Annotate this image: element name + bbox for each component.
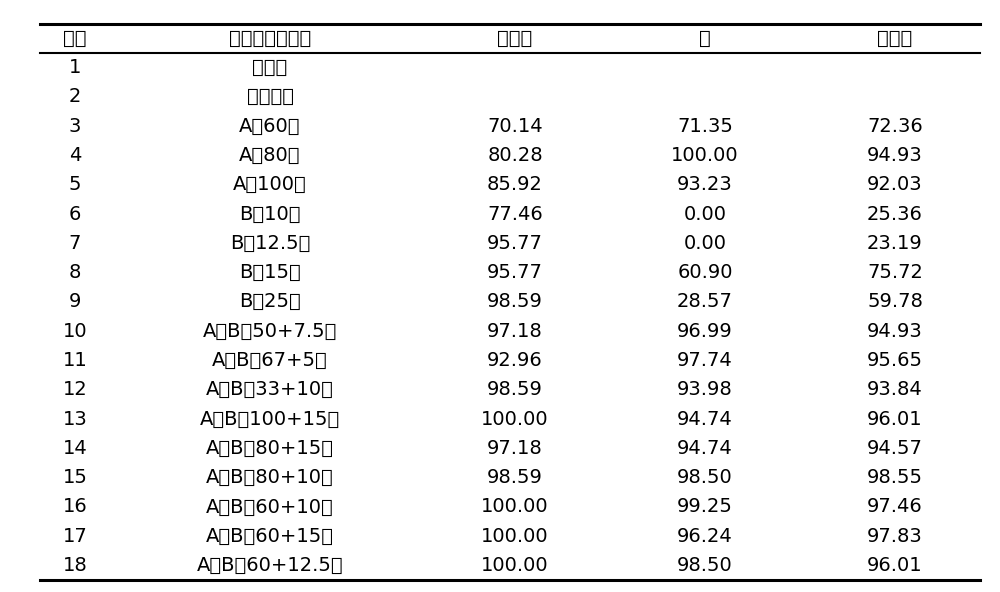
- Text: 反支苋: 反支苋: [497, 29, 533, 48]
- Text: 97.18: 97.18: [487, 439, 543, 458]
- Text: 28.57: 28.57: [677, 292, 733, 311]
- Text: 不除草: 不除草: [252, 58, 288, 77]
- Text: A＋B（60+12.5）: A＋B（60+12.5）: [197, 556, 343, 575]
- Text: 14: 14: [63, 439, 87, 458]
- Text: 77.46: 77.46: [487, 205, 543, 224]
- Text: 93.84: 93.84: [867, 380, 923, 399]
- Text: A（60）: A（60）: [239, 117, 301, 136]
- Text: 97.83: 97.83: [867, 527, 923, 546]
- Text: 75.72: 75.72: [867, 263, 923, 282]
- Text: A＋B（80+10）: A＋B（80+10）: [206, 468, 334, 487]
- Text: 98.59: 98.59: [487, 380, 543, 399]
- Text: 98.59: 98.59: [487, 468, 543, 487]
- Text: 100.00: 100.00: [671, 146, 739, 165]
- Text: A＋B（60+10）: A＋B（60+10）: [206, 497, 334, 516]
- Text: 93.23: 93.23: [677, 175, 733, 194]
- Text: 4: 4: [69, 146, 81, 165]
- Text: 99.25: 99.25: [677, 497, 733, 516]
- Text: 100.00: 100.00: [481, 497, 549, 516]
- Text: 10: 10: [63, 321, 87, 341]
- Text: 92.96: 92.96: [487, 351, 543, 370]
- Text: 94.93: 94.93: [867, 321, 923, 341]
- Text: 96.01: 96.01: [867, 410, 923, 429]
- Text: 72.36: 72.36: [867, 117, 923, 136]
- Text: 15: 15: [63, 468, 87, 487]
- Text: 92.03: 92.03: [867, 175, 923, 194]
- Text: 100.00: 100.00: [481, 556, 549, 575]
- Text: B（10）: B（10）: [239, 205, 301, 224]
- Text: 17: 17: [63, 527, 87, 546]
- Text: 处理（用药量）: 处理（用药量）: [229, 29, 311, 48]
- Text: 3: 3: [69, 117, 81, 136]
- Text: 13: 13: [63, 410, 87, 429]
- Text: 96.24: 96.24: [677, 527, 733, 546]
- Text: 98.50: 98.50: [677, 556, 733, 575]
- Text: 71.35: 71.35: [677, 117, 733, 136]
- Text: 12: 12: [63, 380, 87, 399]
- Text: B（15）: B（15）: [239, 263, 301, 282]
- Text: A（80）: A（80）: [239, 146, 301, 165]
- Text: B（25）: B（25）: [239, 292, 301, 311]
- Text: A＋B（60+15）: A＋B（60+15）: [206, 527, 334, 546]
- Text: 2: 2: [69, 88, 81, 107]
- Text: 5: 5: [69, 175, 81, 194]
- Text: 23.19: 23.19: [867, 234, 923, 253]
- Text: 0.00: 0.00: [684, 205, 726, 224]
- Text: 94.74: 94.74: [677, 410, 733, 429]
- Text: 11: 11: [63, 351, 87, 370]
- Text: A＋B（80+15）: A＋B（80+15）: [206, 439, 334, 458]
- Text: 94.93: 94.93: [867, 146, 923, 165]
- Text: 70.14: 70.14: [487, 117, 543, 136]
- Text: 7: 7: [69, 234, 81, 253]
- Text: 95.77: 95.77: [487, 234, 543, 253]
- Text: 18: 18: [63, 556, 87, 575]
- Text: 标号: 标号: [63, 29, 87, 48]
- Text: 97.46: 97.46: [867, 497, 923, 516]
- Text: 藜: 藜: [699, 29, 711, 48]
- Text: 96.01: 96.01: [867, 556, 923, 575]
- Text: 总阁草: 总阁草: [877, 29, 913, 48]
- Text: A＋B（50+7.5）: A＋B（50+7.5）: [203, 321, 337, 341]
- Text: A＋B（67+5）: A＋B（67+5）: [212, 351, 328, 370]
- Text: 8: 8: [69, 263, 81, 282]
- Text: 95.77: 95.77: [487, 263, 543, 282]
- Text: 100.00: 100.00: [481, 527, 549, 546]
- Text: 60.90: 60.90: [677, 263, 733, 282]
- Text: 93.98: 93.98: [677, 380, 733, 399]
- Text: 25.36: 25.36: [867, 205, 923, 224]
- Text: 97.18: 97.18: [487, 321, 543, 341]
- Text: 96.99: 96.99: [677, 321, 733, 341]
- Text: 94.57: 94.57: [867, 439, 923, 458]
- Text: A＋B（33+10）: A＋B（33+10）: [206, 380, 334, 399]
- Text: 94.74: 94.74: [677, 439, 733, 458]
- Text: B（12.5）: B（12.5）: [230, 234, 310, 253]
- Text: 98.50: 98.50: [677, 468, 733, 487]
- Text: 100.00: 100.00: [481, 410, 549, 429]
- Text: 6: 6: [69, 205, 81, 224]
- Text: A＋B（100+15）: A＋B（100+15）: [200, 410, 340, 429]
- Text: 98.59: 98.59: [487, 292, 543, 311]
- Text: 85.92: 85.92: [487, 175, 543, 194]
- Text: 59.78: 59.78: [867, 292, 923, 311]
- Text: 98.55: 98.55: [867, 468, 923, 487]
- Text: 95.65: 95.65: [867, 351, 923, 370]
- Text: 16: 16: [63, 497, 87, 516]
- Text: 1: 1: [69, 58, 81, 77]
- Text: 97.74: 97.74: [677, 351, 733, 370]
- Text: A（100）: A（100）: [233, 175, 307, 194]
- Text: 0.00: 0.00: [684, 234, 726, 253]
- Text: 9: 9: [69, 292, 81, 311]
- Text: 80.28: 80.28: [487, 146, 543, 165]
- Text: 人工除草: 人工除草: [246, 88, 294, 107]
